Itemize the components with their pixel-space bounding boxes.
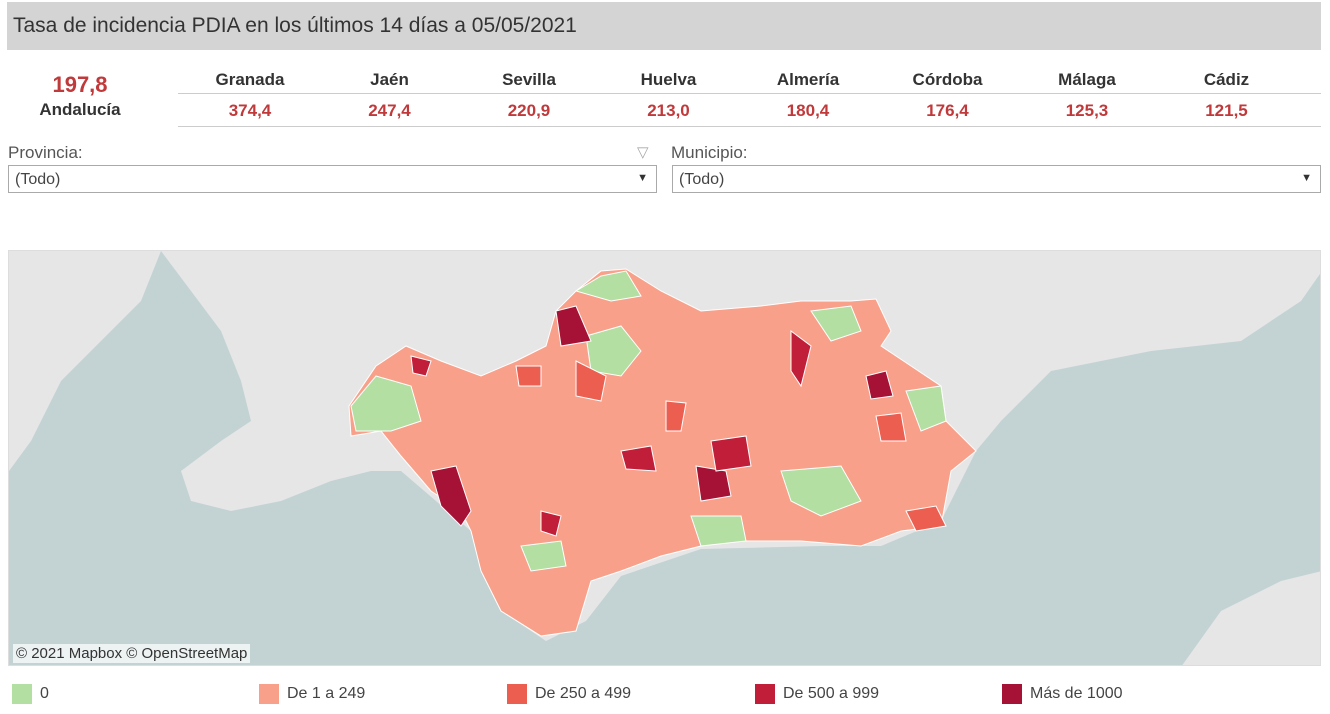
province-name: Granada <box>215 70 285 89</box>
legend-label: De 500 a 999 <box>783 685 880 702</box>
land-africa <box>1182 571 1320 665</box>
provincia-label: Provincia: <box>8 143 83 162</box>
chevron-down-icon: ▼ <box>637 172 648 184</box>
province-name: Málaga <box>1058 70 1116 89</box>
land-portugal-west <box>9 251 161 471</box>
legend-swatch <box>755 684 775 704</box>
province-value: 180,4 <box>786 101 830 120</box>
province-name: Jaén <box>370 70 409 89</box>
divider <box>178 93 1321 94</box>
page-title: Tasa de incidencia PDIA en los últimos 1… <box>13 14 577 37</box>
legend-swatch <box>12 684 32 704</box>
province-name: Huelva <box>640 70 697 89</box>
legend-item: De 1 a 249 <box>259 684 365 704</box>
legend-label: Más de 1000 <box>1030 685 1123 702</box>
municipio-label: Municipio: <box>671 143 748 162</box>
map-canvas <box>9 251 1320 665</box>
municipality-patches <box>350 270 947 572</box>
province-name: Córdoba <box>912 70 983 89</box>
region-andalucia <box>348 268 977 637</box>
andalucia-value: 197,8 <box>52 72 108 97</box>
provincia-select[interactable]: (Todo) ▼ <box>8 165 657 193</box>
legend-swatch <box>259 684 279 704</box>
filter-icon[interactable]: ▽ <box>637 144 649 161</box>
province-name: Almería <box>776 70 840 89</box>
municipio-select[interactable]: (Todo) ▼ <box>672 165 1321 193</box>
divider <box>178 126 1321 127</box>
legend-label: 0 <box>40 685 49 702</box>
legend-item: De 500 a 999 <box>755 684 879 704</box>
choropleth-map[interactable]: © 2021 Mapbox © OpenStreetMap <box>8 250 1321 666</box>
province-value: 213,0 <box>647 101 690 120</box>
legend-item: De 250 a 499 <box>507 684 631 704</box>
province-value: 125,3 <box>1065 101 1109 120</box>
legend-label: De 250 a 499 <box>535 685 632 702</box>
province-value: 176,4 <box>926 101 969 120</box>
province-value: 247,4 <box>368 101 411 120</box>
map-attribution[interactable]: © 2021 Mapbox © OpenStreetMap <box>13 644 251 663</box>
legend-item: Más de 1000 <box>1002 684 1123 704</box>
province-name: Cádiz <box>1203 70 1250 89</box>
province-value: 121,5 <box>1205 101 1248 120</box>
legend-item: 0 <box>12 684 49 704</box>
legend-swatch <box>1002 684 1022 704</box>
province-value: 374,4 <box>228 101 272 120</box>
legend-swatch <box>507 684 527 704</box>
provincia-value: (Todo) <box>15 171 61 188</box>
province-name: Sevilla <box>502 70 556 89</box>
chevron-down-icon: ▼ <box>1301 172 1312 184</box>
province-value: 220,9 <box>507 101 551 120</box>
andalucia-label: Andalucía <box>39 100 121 119</box>
legend-label: De 1 a 249 <box>287 685 366 702</box>
title-bar: Tasa de incidencia PDIA en los últimos 1… <box>7 2 1321 50</box>
municipio-value: (Todo) <box>679 171 725 188</box>
